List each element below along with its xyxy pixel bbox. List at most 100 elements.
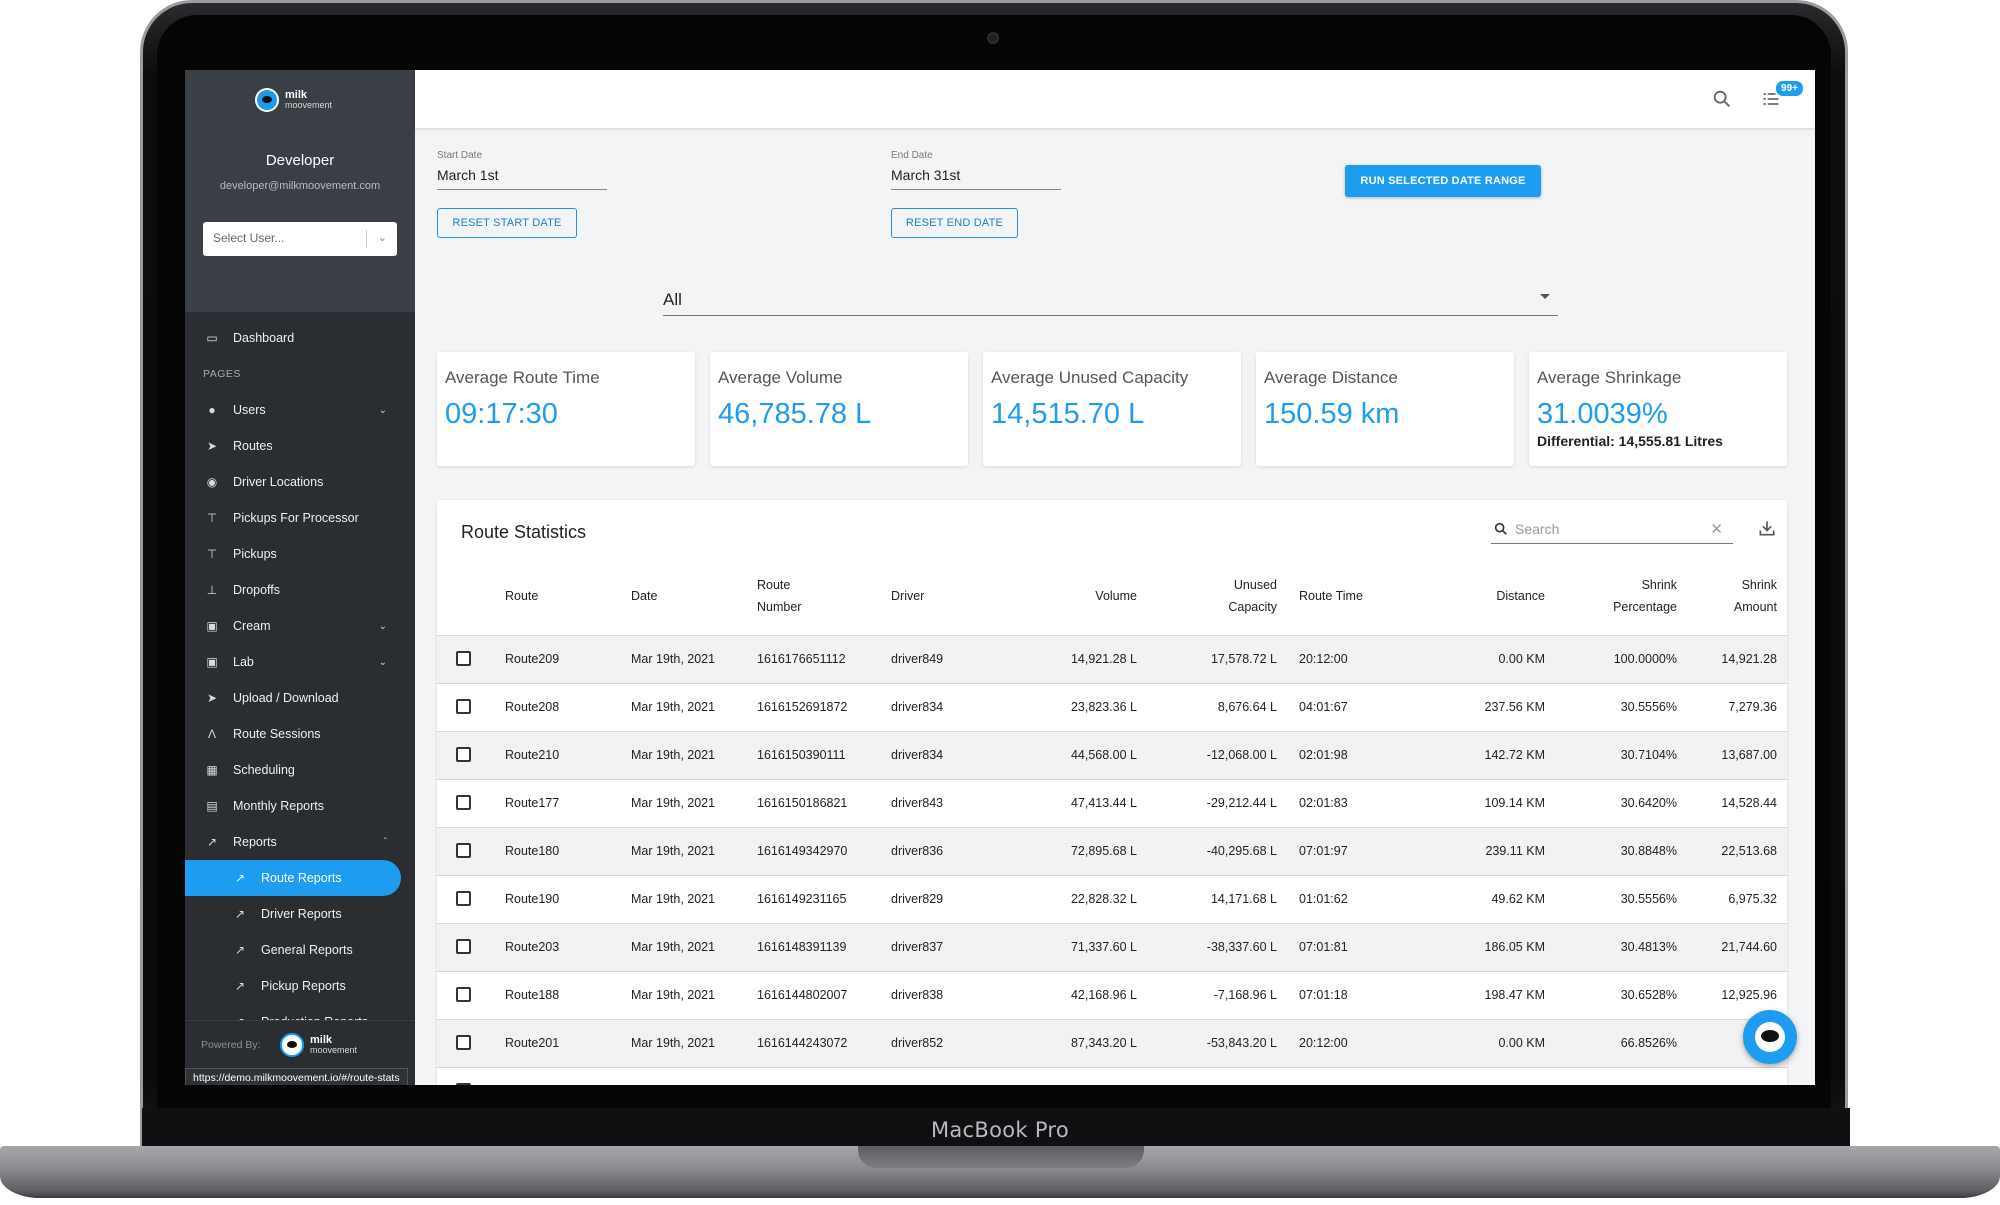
sidebar-item-users[interactable]: ● Users ⌄ — [185, 392, 415, 428]
sidebar-item-route-reports[interactable]: ↗ Route Reports — [185, 860, 401, 896]
select-user-dropdown[interactable]: Select User... ⌄ — [203, 222, 397, 256]
cell-date: Mar 19th, 2021 — [631, 748, 716, 762]
pickup-icon: ⊤ — [206, 511, 218, 525]
sidebar-item-monthly-reports[interactable]: ▤ Monthly Reports — [185, 788, 415, 824]
clear-icon[interactable]: ✕ — [1710, 521, 1723, 538]
table-row[interactable]: Route190 Mar 19th, 2021 1616149231165 drive… — [437, 875, 1787, 923]
column-header-distance[interactable]: Distance — [1496, 589, 1545, 603]
row-checkbox[interactable] — [456, 843, 471, 858]
logo-line1: milk — [285, 89, 308, 101]
download-icon[interactable] — [1757, 518, 1777, 538]
sidebar-item-label: General Reports — [261, 943, 353, 957]
laptop-notch — [858, 1146, 1144, 1168]
cell-route: Route180 — [505, 844, 560, 858]
row-checkbox[interactable] — [456, 939, 471, 954]
chevron-down-icon: ⌄ — [378, 656, 387, 668]
app-logo[interactable]: milk moovement — [255, 88, 332, 112]
start-date-field[interactable]: Start Date March 1st — [437, 150, 607, 190]
row-checkbox[interactable] — [456, 1035, 471, 1050]
row-checkbox[interactable] — [456, 795, 471, 810]
cell-route-number: 1616144802007 — [757, 988, 848, 1002]
help-chat-button[interactable] — [1743, 1010, 1797, 1064]
camera — [987, 32, 999, 44]
search-placeholder: Search — [1515, 521, 1560, 537]
column-header-shrink-amount[interactable]: Shrink Amount — [1733, 578, 1777, 614]
column-header-volume[interactable]: Volume — [1095, 589, 1137, 603]
sidebar-item-pickup-reports[interactable]: ↗ Pickup Reports — [185, 968, 415, 1004]
table-row[interactable] — [437, 1067, 1787, 1085]
user-name: Developer — [265, 152, 335, 169]
table-row[interactable]: Route203 Mar 19th, 2021 1616148391139 drive… — [437, 923, 1787, 971]
column-header-route-number[interactable]: Route Number — [757, 578, 802, 614]
reset-end-date-button[interactable]: RESET END DATE — [891, 208, 1018, 238]
table-row[interactable]: Route177 Mar 19th, 2021 1616150186821 drive… — [437, 779, 1787, 827]
sidebar-item-routes[interactable]: ➤ Routes — [185, 428, 415, 464]
column-header-shrink-percentage[interactable]: Shrink Percentage — [1613, 578, 1677, 614]
search-icon[interactable] — [1711, 88, 1733, 110]
route-filter-value: All — [663, 290, 682, 309]
table-row[interactable]: Route180 Mar 19th, 2021 1616149342970 drive… — [437, 827, 1787, 875]
cell-route: Route177 — [505, 796, 560, 810]
row-checkbox[interactable] — [456, 651, 471, 666]
stat-title: Average Unused Capacity — [991, 368, 1189, 387]
trend-icon: ↗ — [206, 835, 218, 849]
table-row[interactable]: Route188 Mar 19th, 2021 1616144802007 drive… — [437, 971, 1787, 1019]
cell-unused-capacity: -7,168.96 L — [1213, 988, 1277, 1002]
cell-route-time: 02:01:83 — [1299, 796, 1348, 810]
sidebar-item-reports[interactable]: ↗ Reports ˆ — [185, 824, 415, 860]
cell-volume: 22,828.32 L — [1070, 892, 1137, 906]
table-search-input[interactable]: Search ✕ — [1491, 518, 1733, 544]
row-checkbox[interactable] — [456, 747, 471, 762]
cell-shrink-percentage: 66.8526% — [1620, 1036, 1677, 1050]
cell-route-time: 07:01:18 — [1299, 988, 1348, 1002]
cell-route-number: 1616150390111 — [757, 748, 846, 762]
sidebar-item-general-reports[interactable]: ↗ General Reports — [185, 932, 415, 968]
row-checkbox[interactable] — [456, 1083, 471, 1085]
sidebar-item-scheduling[interactable]: ▦ Scheduling — [185, 752, 415, 788]
column-header-date[interactable]: Date — [631, 589, 658, 603]
cell-distance: 186.05 KM — [1484, 940, 1545, 954]
table-row[interactable]: Route201 Mar 19th, 2021 1616144243072 drive… — [437, 1019, 1787, 1067]
column-header-unused-capacity[interactable]: Unused Capacity — [1228, 578, 1277, 614]
cell-route: Route201 — [505, 1036, 560, 1050]
sidebar-item-driver-locations[interactable]: ◉ Driver Locations — [185, 464, 415, 500]
dropoff-icon: ⊥ — [206, 583, 218, 597]
column-header-route[interactable]: Route — [505, 589, 539, 603]
sidebar-item-pickups-for-processor[interactable]: ⊤ Pickups For Processor — [185, 500, 415, 536]
cell-driver: driver834 — [891, 700, 944, 714]
table-row[interactable]: Route209 Mar 19th, 2021 1616176651112 drive… — [437, 635, 1787, 683]
route-filter-select[interactable]: All — [663, 286, 1558, 316]
cell-volume: 23,823.36 L — [1070, 700, 1137, 714]
column-header-route-time[interactable]: Route Time — [1299, 589, 1363, 603]
sidebar-item-label: Driver Locations — [233, 475, 324, 489]
table-row[interactable]: Route208 Mar 19th, 2021 1616152691872 drive… — [437, 683, 1787, 731]
sidebar-item-cream[interactable]: ▣ Cream ⌄ — [185, 608, 415, 644]
run-date-range-button[interactable]: RUN SELECTED DATE RANGE — [1345, 165, 1541, 197]
sidebar-item-dropoffs[interactable]: ⊥ Dropoffs — [185, 572, 415, 608]
sidebar-item-lab[interactable]: ▣ Lab ⌄ — [185, 644, 415, 680]
row-checkbox[interactable] — [456, 891, 471, 906]
notification-badge[interactable]: 99+ — [1774, 79, 1805, 98]
end-date-value[interactable]: March 31st — [891, 167, 1061, 190]
dropdown-arrow-icon — [1540, 294, 1550, 299]
sidebar-item-upload-download[interactable]: ➤ Upload / Download — [185, 680, 415, 716]
cell-route-number: 1616149342970 — [757, 844, 848, 858]
sidebar-item-dashboard[interactable]: ▭ Dashboard — [185, 320, 415, 356]
cell-route-time: 04:01:67 — [1299, 700, 1348, 714]
sidebar-item-route-sessions[interactable]: Λ Route Sessions — [185, 716, 415, 752]
section-label: PAGES — [203, 368, 241, 380]
table-row[interactable]: Route210 Mar 19th, 2021 1616150390111 drive… — [437, 731, 1787, 779]
sidebar-item-pickups[interactable]: ⊤ Pickups — [185, 536, 415, 572]
notifications-list-icon[interactable] — [1761, 89, 1781, 109]
row-checkbox[interactable] — [456, 987, 471, 1002]
cow-mascot-icon — [1755, 1022, 1785, 1052]
column-header-driver[interactable]: Driver — [891, 589, 925, 603]
row-checkbox[interactable] — [456, 699, 471, 714]
end-date-field[interactable]: End Date March 31st — [891, 150, 1061, 190]
cell-distance: 49.62 KM — [1491, 892, 1545, 906]
start-date-value[interactable]: March 1st — [437, 167, 607, 190]
cell-distance: 198.47 KM — [1484, 988, 1545, 1002]
cell-distance: 0.00 KM — [1498, 1036, 1545, 1050]
sidebar-item-driver-reports[interactable]: ↗ Driver Reports — [185, 896, 415, 932]
reset-start-date-button[interactable]: RESET START DATE — [437, 208, 577, 238]
